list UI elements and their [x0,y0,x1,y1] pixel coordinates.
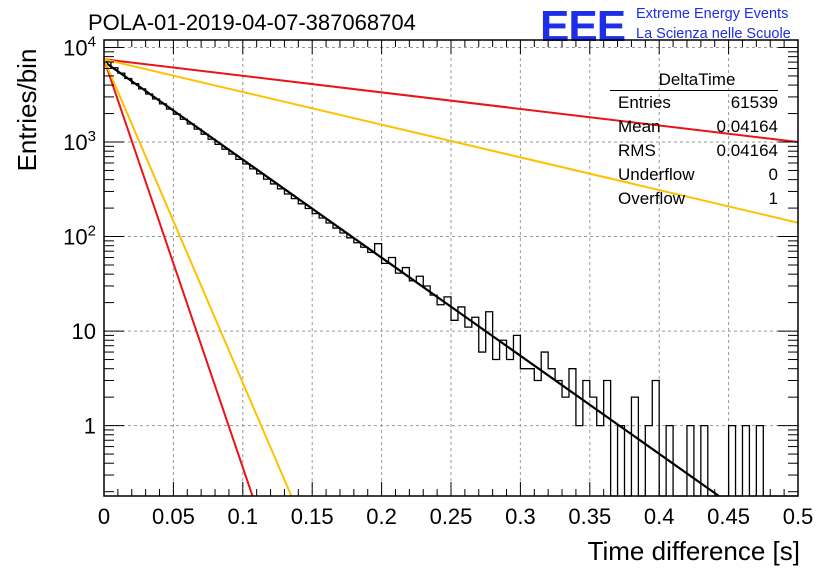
stats-row-overflow: Overflow 1 [610,187,778,211]
x-tick-label: 0.25 [430,504,473,529]
y-tick-label: 103 [63,128,96,155]
stats-value: 0.04164 [716,117,778,136]
stats-row-rms: RMS 0.04164 [610,139,778,163]
chart-title: POLA-01-2019-04-07-387068704 [88,10,416,35]
x-tick-label: 0 [98,504,110,529]
eee-logo: EEE [540,2,626,51]
fit-lines [103,58,799,497]
stats-label: Entries [618,93,671,112]
y-tick-label: 10 [72,319,96,344]
x-tick-label: 0.35 [568,504,611,529]
y-axis-label: Entries/bin [12,49,42,172]
stats-value: 1 [768,189,778,208]
eee-logo-line1: Extreme Energy Events [636,6,789,22]
x-axis-label: Time difference [s] [588,536,800,566]
series-line-red-slow [103,58,799,144]
axes: 0 0.05 0.1 0.15 0.2 0.25 0.3 0.35 0.4 0.45 0.51101… [63,33,813,529]
x-tick-label: 0.45 [707,504,750,529]
stats-box: DeltaTime Entries 61539 Mean 0.04164 RMS… [610,70,778,211]
stats-row-mean: Mean 0.04164 [610,115,778,139]
stats-row-entries: Entries 61539 [610,91,778,115]
series-line-fit [103,60,720,497]
stats-value: 0 [768,165,778,184]
series-line-red-fast [103,58,254,497]
x-tick-label: 0.5 [783,504,814,529]
stats-label: Mean [618,117,661,136]
stats-label: Underflow [618,165,695,184]
series-line-orange-fast [103,58,293,497]
y-tick-label: 104 [63,33,96,60]
series-line-orange-slow [103,58,799,224]
x-tick-label: 0.4 [644,504,675,529]
x-tick-label: 0.15 [291,504,334,529]
stats-value: 0.04164 [716,141,778,160]
x-tick-label: 0.3 [505,504,536,529]
stats-value: 61539 [730,93,778,112]
eee-logo-text: Extreme Energy Events La Scienza nelle S… [636,4,791,44]
plot-frame [103,39,799,497]
stats-label: Overflow [618,189,686,208]
eee-logo-line2: La Scienza nelle Scuole [636,26,791,42]
stats-row-underflow: Underflow 0 [610,163,778,187]
y-tick-label: 1 [84,414,96,439]
x-tick-label: 0.2 [366,504,397,529]
stats-label: RMS [618,141,656,160]
y-tick-label: 102 [63,223,96,250]
x-tick-label: 0.05 [152,504,195,529]
x-tick-label: 0.1 [228,504,259,529]
stats-box-title: DeltaTime [610,70,778,91]
